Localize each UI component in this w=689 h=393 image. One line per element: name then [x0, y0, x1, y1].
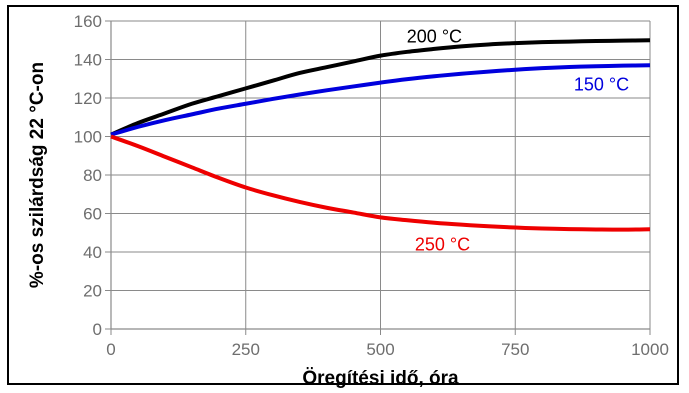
x-axis-title: Öregítési idő, óra: [302, 368, 459, 389]
series-line-200-c: [110, 38, 651, 137]
series-line-250-c: [110, 134, 651, 232]
x-tick-label: 250: [232, 340, 260, 359]
series-line-150-c: [110, 63, 651, 137]
y-tick-label: 40: [83, 243, 102, 262]
x-tick-label: 1000: [631, 340, 669, 359]
y-tick-label: 160: [74, 12, 102, 31]
series-label-200-c: 200 °C: [407, 26, 462, 46]
series-lines: [110, 38, 651, 232]
axes: [105, 20, 651, 335]
y-tick-label: 20: [83, 282, 102, 301]
y-tick-label: 60: [83, 205, 102, 224]
y-tick-label: 140: [74, 51, 102, 70]
y-axis-title: %-os szilárdság 22 °C-on: [27, 62, 48, 288]
series-label-250-c: 250 °C: [415, 234, 470, 254]
y-tick-labels: 0 20 40 60 80 100 120 140 160: [74, 12, 102, 339]
x-tick-label: 0: [106, 340, 115, 359]
y-tick-label: 120: [74, 89, 102, 108]
series-label-150-c: 150 °C: [574, 75, 629, 95]
y-tick-label: 100: [74, 128, 102, 147]
grid: [111, 20, 651, 329]
y-tick-label: 80: [83, 166, 102, 185]
series-labels: 200 °C 150 °C 250 °C: [407, 26, 629, 254]
y-tick-label: 0: [93, 320, 102, 339]
x-tick-label: 750: [501, 340, 529, 359]
x-tick-label: 500: [366, 340, 394, 359]
x-tick-labels: 0 250 500 750 1000: [106, 340, 669, 359]
